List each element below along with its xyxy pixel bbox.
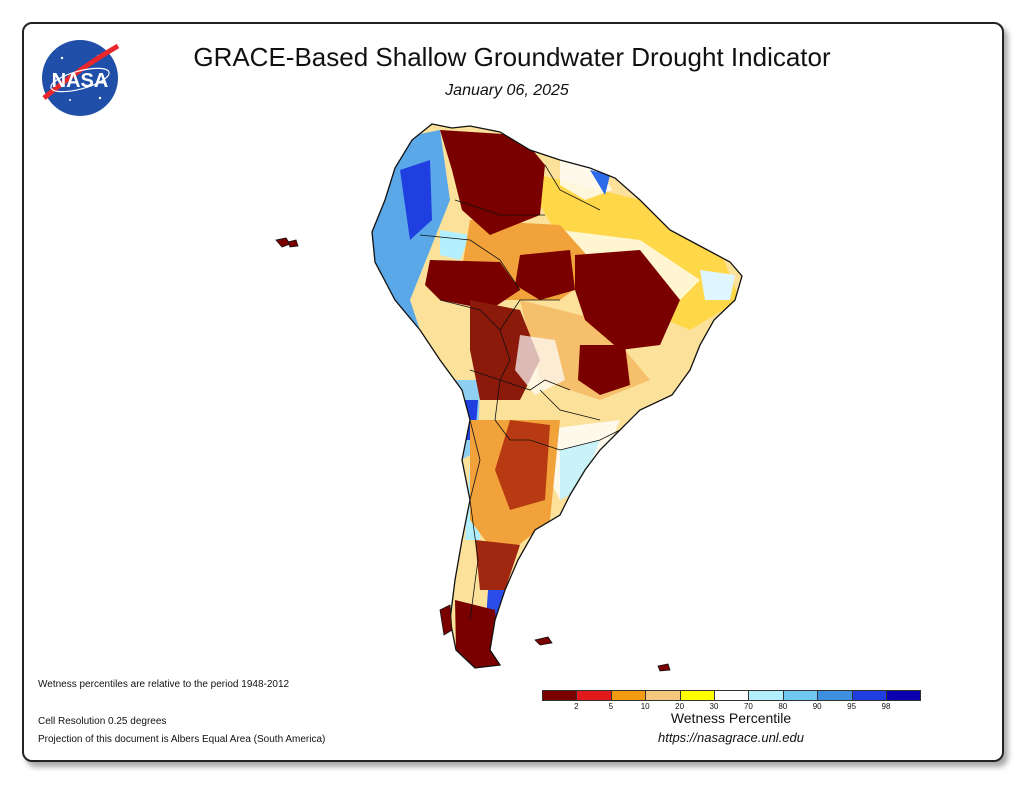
legend-tick-label: 70 — [743, 702, 753, 711]
source-url: https://nasagrace.unl.edu — [658, 730, 804, 745]
legend-swatch — [818, 691, 853, 700]
legend-swatch — [783, 691, 819, 700]
legend-swatch — [749, 691, 784, 700]
country-borders — [419, 164, 621, 621]
legend-tick-label: 80 — [778, 702, 788, 711]
islands — [275, 237, 671, 672]
legend-tick-label: 20 — [675, 702, 685, 711]
legend-color-bar — [542, 690, 922, 701]
map-date: January 06, 2025 — [445, 82, 569, 99]
wetness-legend: 2 5 10 20 30 70 80 90 95 98 Wetness Percentile — [542, 690, 922, 730]
legend-swatch — [543, 691, 578, 700]
legend-tick-label: 5 — [608, 702, 614, 711]
page-title: GRACE-Based Shallow Groundwater Drought … — [193, 42, 831, 72]
legend-swatch — [886, 691, 921, 700]
legend-tick-label: 2 — [574, 702, 579, 711]
drought-raster — [372, 124, 742, 668]
legend-tick-label: 95 — [847, 702, 857, 711]
nasa-logo: NASA — [42, 40, 120, 116]
legend-swatch — [611, 691, 647, 700]
legend-swatch — [577, 691, 612, 700]
resolution-note: Cell Resolution 0.25 degrees — [38, 716, 167, 727]
legend-swatch — [714, 691, 750, 700]
legend-tick-label: 90 — [812, 702, 822, 711]
legend-label: Wetness Percentile — [670, 710, 792, 726]
legend-tick-label: 10 — [640, 702, 650, 711]
svg-text:NASA: NASA — [52, 70, 109, 92]
legend-tick-label: 30 — [709, 702, 719, 711]
legend-swatch — [680, 691, 715, 700]
legend-swatch — [852, 691, 887, 700]
legend-tick-label: 98 — [881, 702, 891, 711]
legend-swatch — [646, 691, 681, 700]
period-note: Wetness percentiles are relative to the … — [38, 679, 290, 690]
projection-note: Projection of this document is Albers Eq… — [38, 734, 326, 745]
